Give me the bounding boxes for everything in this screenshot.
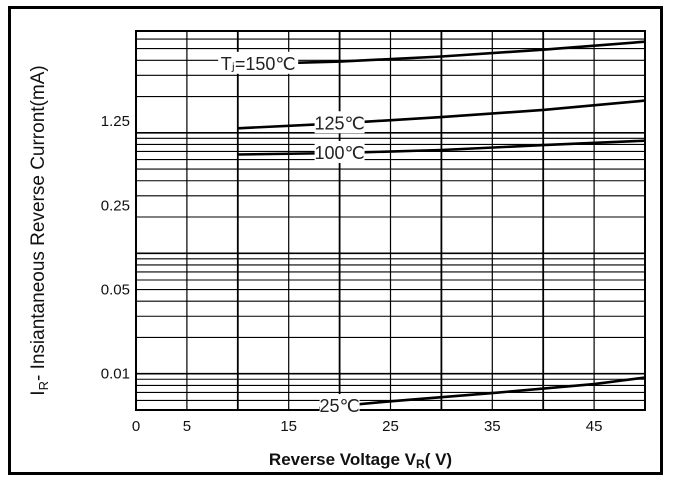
series-line-1: [237, 99, 646, 130]
y-tick-label: 0.25: [101, 197, 130, 214]
series-label-bg-1: [314, 111, 365, 134]
series-label-bg-3: [319, 394, 360, 417]
x-axis-label-tail: ( V): [425, 450, 452, 469]
series-label-2: 100℃: [314, 143, 364, 163]
y-axis-label-sub: R: [36, 381, 51, 390]
y-axis-label-tail: - Insiantaneous Reverse Curront(mA): [28, 65, 49, 381]
grid: [136, 31, 645, 410]
x-tick-label: 35: [484, 418, 501, 435]
y-tick-labels: 1.25 0.25 0.05 0.01: [101, 113, 130, 383]
series-line-3: [319, 376, 646, 410]
x-tick-label: 0: [132, 418, 140, 435]
x-axis-label-sub: R: [416, 457, 425, 471]
series-label-bg-0: [218, 51, 299, 74]
series-label-bg-2: [314, 140, 365, 163]
series-label-1: 125℃: [314, 113, 364, 133]
series-line-2: [237, 139, 646, 156]
y-tick-label: 0.05: [101, 282, 130, 299]
y-tick-label: 0.01: [101, 366, 130, 383]
y-tick-label: 1.25: [101, 113, 130, 130]
x-tick-label: 15: [280, 418, 297, 435]
x-tick-label: 45: [586, 418, 603, 435]
y-axis-label-main: I: [28, 390, 49, 395]
plot-border: [135, 30, 646, 411]
x-tick-label: 25: [382, 418, 399, 435]
y-axis-label: IR- Insiantaneous Reverse Curront(mA): [28, 65, 51, 395]
series-label-3: 25℃: [319, 396, 359, 416]
x-tick-label: 5: [183, 418, 191, 435]
x-axis-label: Reverse Voltage VR( V): [269, 450, 452, 471]
x-tick-labels: 0 5 15 25 35 45: [132, 418, 603, 435]
series-line-0: [237, 40, 646, 66]
series-lines: Tⱼ=150℃ 125℃ 100℃ 25℃: [218, 40, 646, 417]
x-axis-label-main: Reverse Voltage V: [269, 450, 417, 469]
series-label-0: Tⱼ=150℃: [221, 54, 296, 74]
